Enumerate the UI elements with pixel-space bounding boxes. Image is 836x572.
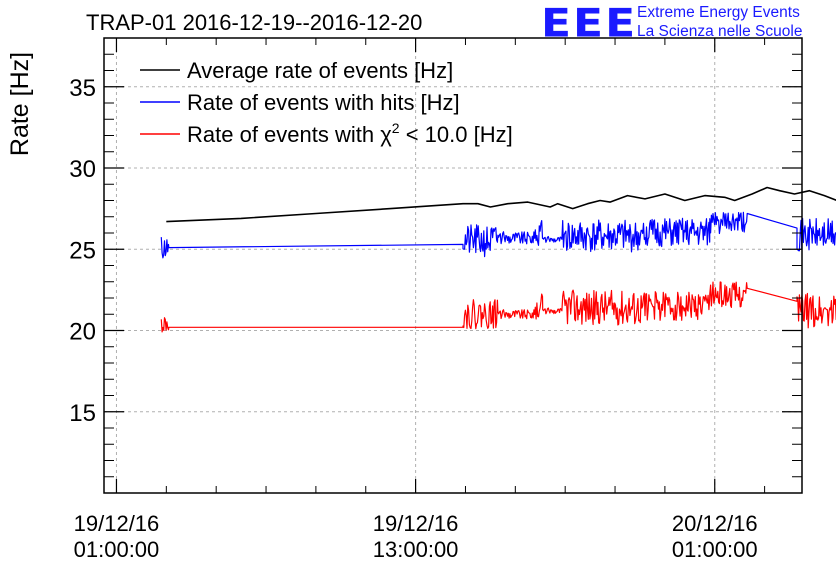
x-tick-label-date: 20/12/16 <box>672 511 758 536</box>
series-line-hits <box>160 211 836 259</box>
eee-logo: EEE <box>541 0 638 47</box>
series-line-chi2 <box>160 281 836 333</box>
x-tick-label-time: 01:00:00 <box>672 537 758 562</box>
logo-caption: Extreme Energy Events La Scienza nelle S… <box>637 3 802 41</box>
logo-caption-line1: Extreme Energy Events <box>637 4 800 21</box>
x-tick-label-time: 01:00:00 <box>74 537 160 562</box>
x-tick-label-date: 19/12/16 <box>74 511 160 536</box>
y-tick-label: 30 <box>69 156 96 183</box>
chart-title: TRAP-01 2016-12-19--2016-12-20 <box>86 10 423 35</box>
logo-caption-line2: La Scienza nelle Scuole <box>637 23 803 40</box>
axis-ticks <box>104 38 802 493</box>
legend: Average rate of events [Hz] Rate of event… <box>140 58 513 147</box>
legend-label: Rate of events with hits [Hz] <box>187 90 460 115</box>
y-tick-label: 20 <box>69 319 96 346</box>
y-tick-label: 15 <box>69 400 96 427</box>
series-layer <box>160 186 836 333</box>
x-tick-label-time: 13:00:00 <box>373 537 459 562</box>
x-tick-label-date: 19/12/16 <box>373 511 459 536</box>
y-axis-label: Rate [Hz] <box>6 52 34 156</box>
legend-label: Average rate of events [Hz] <box>187 58 453 83</box>
y-tick-label: 35 <box>69 75 96 102</box>
legend-label: Rate of events with χ2 < 10.0 [Hz] <box>187 120 513 147</box>
y-tick-label: 25 <box>69 237 96 264</box>
series-line-average <box>166 186 836 223</box>
tick-labels: 152025303519/12/1601:00:0019/12/1613:00:… <box>69 75 757 562</box>
grid-lines <box>104 38 802 493</box>
